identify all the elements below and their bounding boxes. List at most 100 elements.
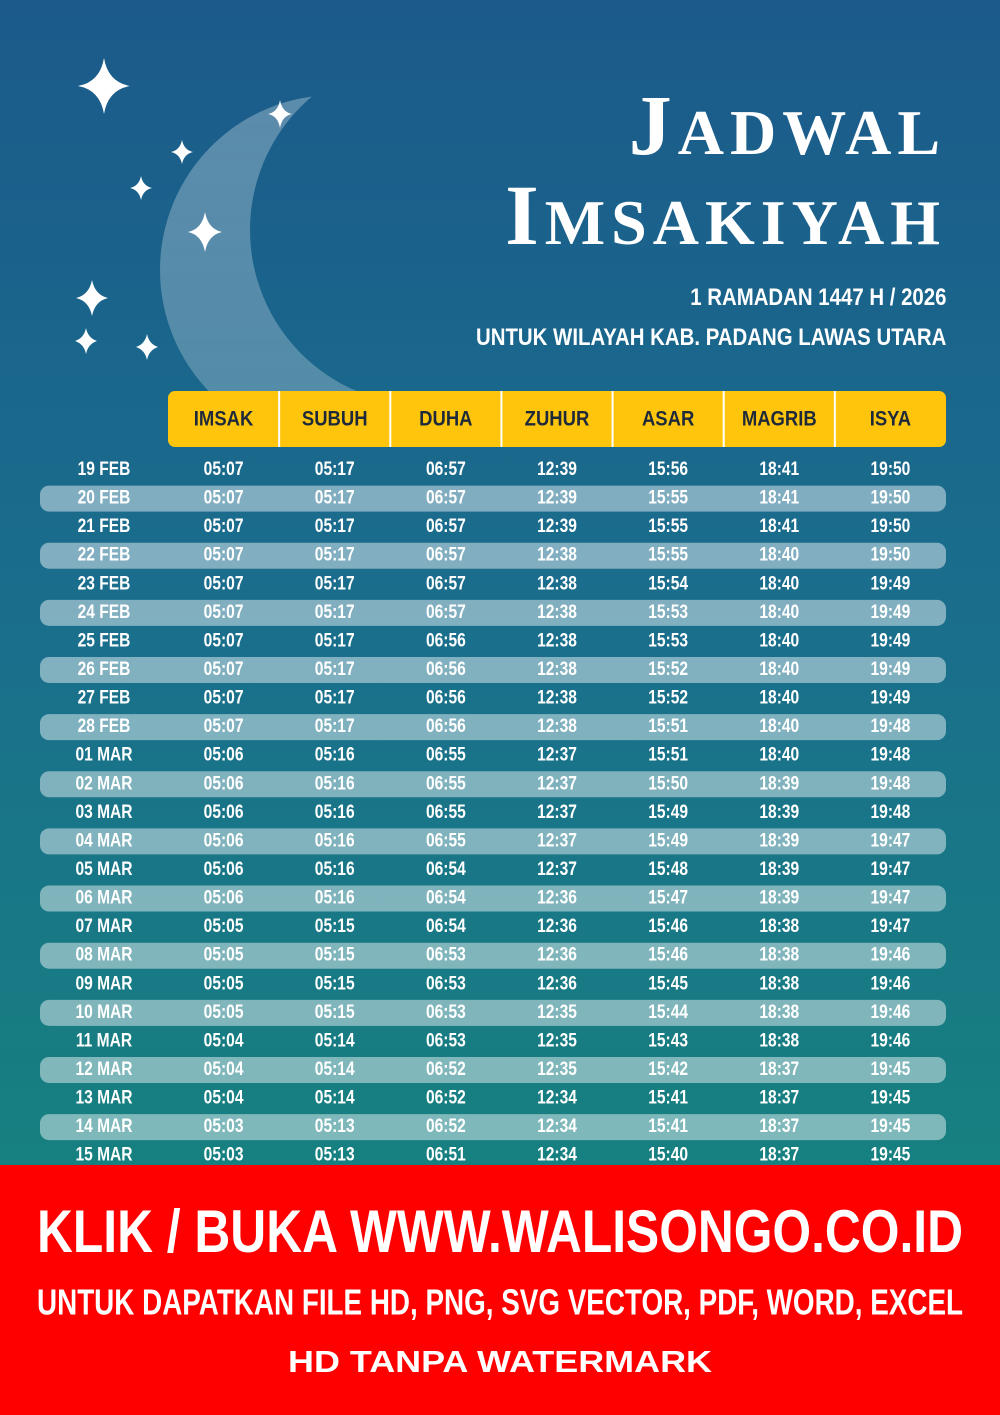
time-cell: 05:16: [315, 743, 355, 765]
row-stripe: [40, 942, 946, 969]
time-cell: 05:13: [315, 1143, 355, 1165]
row-stripe: [40, 599, 946, 626]
column-header: DUHA: [419, 407, 472, 430]
date-cell: 19 FEB: [78, 458, 131, 480]
time-cell: 19:47: [871, 829, 911, 851]
time-cell: 15:48: [648, 858, 688, 880]
time-cell: 19:50: [871, 543, 911, 565]
time-cell: 05:04: [204, 1029, 244, 1051]
row-stripe: [40, 1056, 946, 1083]
time-cell: 19:45: [871, 1086, 911, 1108]
time-cell: 06:56: [426, 658, 466, 680]
time-cell: 19:50: [871, 515, 911, 537]
time-cell: 05:17: [315, 658, 355, 680]
time-cell: 19:47: [871, 886, 911, 908]
time-cell: 18:40: [759, 629, 799, 651]
time-cell: 15:51: [648, 715, 688, 737]
date-cell: 28 FEB: [78, 715, 131, 737]
time-cell: 18:40: [759, 686, 799, 708]
time-cell: 19:46: [871, 1029, 911, 1051]
time-cell: 12:34: [537, 1143, 577, 1165]
time-cell: 12:38: [537, 600, 577, 622]
time-cell: 06:56: [426, 629, 466, 651]
time-cell: 05:05: [204, 972, 244, 994]
date-cell: 02 MAR: [75, 772, 133, 794]
date-cell: 03 MAR: [75, 800, 133, 822]
time-cell: 06:57: [426, 543, 466, 565]
date-cell: 09 MAR: [75, 972, 133, 994]
time-cell: 05:17: [315, 486, 355, 508]
time-cell: 05:15: [315, 915, 355, 937]
time-cell: 06:57: [426, 486, 466, 508]
time-cell: 18:39: [759, 772, 799, 794]
time-cell: 05:05: [204, 943, 244, 965]
time-cell: 18:40: [759, 600, 799, 622]
time-cell: 06:51: [426, 1143, 466, 1165]
time-cell: 05:13: [315, 1115, 355, 1137]
time-cell: 15:44: [648, 1000, 688, 1022]
column-header: IMSAK: [194, 407, 254, 430]
date-cell: 21 FEB: [78, 515, 131, 537]
banner-line: HD TANPA WATERMARK: [288, 1344, 713, 1379]
time-cell: 05:17: [315, 686, 355, 708]
time-cell: 15:47: [648, 886, 688, 908]
date-cell: 14 MAR: [75, 1115, 133, 1137]
time-cell: 12:39: [537, 486, 577, 508]
time-cell: 12:34: [537, 1115, 577, 1137]
time-cell: 12:37: [537, 858, 577, 880]
time-cell: 06:53: [426, 943, 466, 965]
time-cell: 18:37: [759, 1057, 799, 1079]
time-cell: 05:07: [204, 600, 244, 622]
time-cell: 18:40: [759, 743, 799, 765]
time-cell: 19:46: [871, 943, 911, 965]
time-cell: 19:46: [871, 1000, 911, 1022]
time-cell: 05:03: [204, 1143, 244, 1165]
time-cell: 12:38: [537, 572, 577, 594]
subtitle: 1 RAMADAN 1447 H / 2026: [689, 284, 946, 311]
time-cell: 15:41: [648, 1086, 688, 1108]
time-cell: 15:46: [648, 943, 688, 965]
time-cell: 12:35: [537, 1057, 577, 1079]
time-cell: 05:16: [315, 829, 355, 851]
time-cell: 06:53: [426, 1000, 466, 1022]
time-cell: 12:38: [537, 686, 577, 708]
time-cell: 15:55: [648, 486, 688, 508]
time-cell: 05:17: [315, 543, 355, 565]
time-cell: 15:54: [648, 572, 688, 594]
time-cell: 15:56: [648, 458, 688, 480]
row-stripe: [40, 999, 946, 1026]
date-cell: 05 MAR: [75, 858, 133, 880]
time-cell: 18:38: [759, 1000, 799, 1022]
time-cell: 18:37: [759, 1086, 799, 1108]
row-stripe: [40, 885, 946, 912]
time-cell: 19:45: [871, 1115, 911, 1137]
time-cell: 12:37: [537, 743, 577, 765]
time-cell: 05:06: [204, 829, 244, 851]
time-cell: 05:17: [315, 629, 355, 651]
time-cell: 06:56: [426, 715, 466, 737]
time-cell: 12:36: [537, 915, 577, 937]
time-cell: 06:57: [426, 458, 466, 480]
time-cell: 05:04: [204, 1057, 244, 1079]
time-cell: 15:53: [648, 629, 688, 651]
time-cell: 19:50: [871, 458, 911, 480]
title-line: IMSAKIYAH: [505, 167, 946, 263]
time-cell: 15:45: [648, 972, 688, 994]
date-cell: 23 FEB: [78, 572, 131, 594]
time-cell: 19:49: [871, 658, 911, 680]
time-cell: 19:49: [871, 686, 911, 708]
time-cell: 06:52: [426, 1086, 466, 1108]
time-cell: 05:07: [204, 715, 244, 737]
time-cell: 05:06: [204, 800, 244, 822]
time-cell: 12:38: [537, 658, 577, 680]
time-cell: 15:51: [648, 743, 688, 765]
time-cell: 19:49: [871, 572, 911, 594]
time-cell: 05:05: [204, 915, 244, 937]
time-cell: 12:36: [537, 886, 577, 908]
row-stripe: [40, 828, 946, 855]
time-cell: 05:16: [315, 800, 355, 822]
time-cell: 05:07: [204, 458, 244, 480]
time-cell: 06:57: [426, 515, 466, 537]
